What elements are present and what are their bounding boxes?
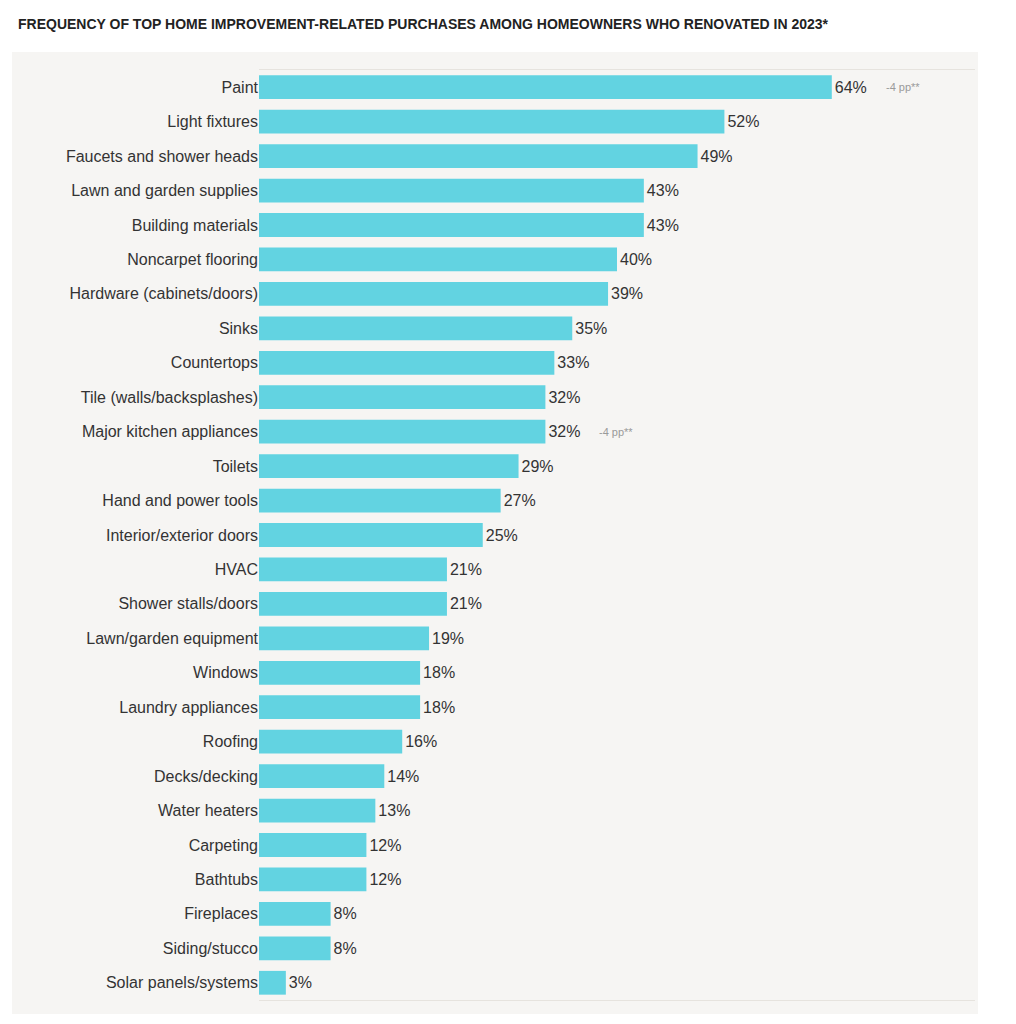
svg-text:Major kitchen appliances: Major kitchen appliances: [82, 423, 258, 440]
svg-text:29%: 29%: [522, 458, 554, 475]
svg-text:Lawn/garden equipment: Lawn/garden equipment: [86, 630, 258, 647]
svg-text:16%: 16%: [405, 733, 437, 750]
svg-text:-4 pp**: -4 pp**: [599, 426, 633, 438]
svg-text:43%: 43%: [647, 182, 679, 199]
svg-text:12%: 12%: [369, 871, 401, 888]
svg-text:Fireplaces: Fireplaces: [184, 905, 258, 922]
svg-text:Roofing: Roofing: [203, 733, 258, 750]
svg-text:8%: 8%: [334, 905, 357, 922]
svg-text:Light fixtures: Light fixtures: [167, 113, 258, 130]
svg-text:32%: 32%: [548, 389, 580, 406]
svg-text:Interior/exterior doors: Interior/exterior doors: [106, 527, 258, 544]
svg-text:Hand and power tools: Hand and power tools: [102, 492, 258, 509]
svg-text:Paint: Paint: [222, 79, 259, 96]
svg-text:14%: 14%: [387, 768, 419, 785]
svg-text:8%: 8%: [334, 940, 357, 957]
svg-text:43%: 43%: [647, 217, 679, 234]
svg-text:Siding/stucco: Siding/stucco: [163, 940, 258, 957]
svg-text:27%: 27%: [504, 492, 536, 509]
svg-text:Lawn and garden supplies: Lawn and garden supplies: [71, 182, 258, 199]
svg-text:Hardware (cabinets/doors): Hardware (cabinets/doors): [69, 285, 258, 302]
svg-text:32%: 32%: [548, 423, 580, 440]
svg-text:Building materials: Building materials: [132, 217, 258, 234]
svg-text:Decks/decking: Decks/decking: [154, 768, 258, 785]
svg-text:33%: 33%: [557, 354, 589, 371]
svg-text:Carpeting: Carpeting: [189, 837, 258, 854]
svg-text:FREQUENCY OF TOP HOME IMPROVEM: FREQUENCY OF TOP HOME IMPROVEMENT-RELATE…: [18, 16, 829, 32]
svg-text:Water heaters: Water heaters: [158, 802, 258, 819]
svg-text:19%: 19%: [432, 630, 464, 647]
svg-text:Countertops: Countertops: [171, 354, 258, 371]
svg-text:-4 pp**: -4 pp**: [886, 81, 920, 93]
svg-text:40%: 40%: [620, 251, 652, 268]
svg-text:21%: 21%: [450, 561, 482, 578]
svg-text:Noncarpet flooring: Noncarpet flooring: [127, 251, 258, 268]
svg-text:21%: 21%: [450, 595, 482, 612]
svg-text:HVAC: HVAC: [215, 561, 258, 578]
svg-text:35%: 35%: [575, 320, 607, 337]
svg-text:39%: 39%: [611, 285, 643, 302]
svg-text:18%: 18%: [423, 699, 455, 716]
svg-text:Sinks: Sinks: [219, 320, 258, 337]
svg-text:Bathtubs: Bathtubs: [195, 871, 258, 888]
svg-text:3%: 3%: [289, 974, 312, 991]
svg-text:13%: 13%: [378, 802, 410, 819]
svg-text:Laundry appliances: Laundry appliances: [119, 699, 258, 716]
svg-text:18%: 18%: [423, 664, 455, 681]
svg-text:64%: 64%: [835, 79, 867, 96]
svg-text:Windows: Windows: [193, 664, 258, 681]
svg-text:Toilets: Toilets: [213, 458, 258, 475]
svg-text:49%: 49%: [701, 148, 733, 165]
svg-text:12%: 12%: [369, 837, 401, 854]
svg-text:25%: 25%: [486, 527, 518, 544]
svg-text:52%: 52%: [727, 113, 759, 130]
svg-text:Tile (walls/backsplashes): Tile (walls/backsplashes): [81, 389, 258, 406]
svg-text:Faucets and shower heads: Faucets and shower heads: [66, 148, 258, 165]
svg-text:Shower stalls/doors: Shower stalls/doors: [118, 595, 258, 612]
svg-text:Solar panels/systems: Solar panels/systems: [106, 974, 258, 991]
